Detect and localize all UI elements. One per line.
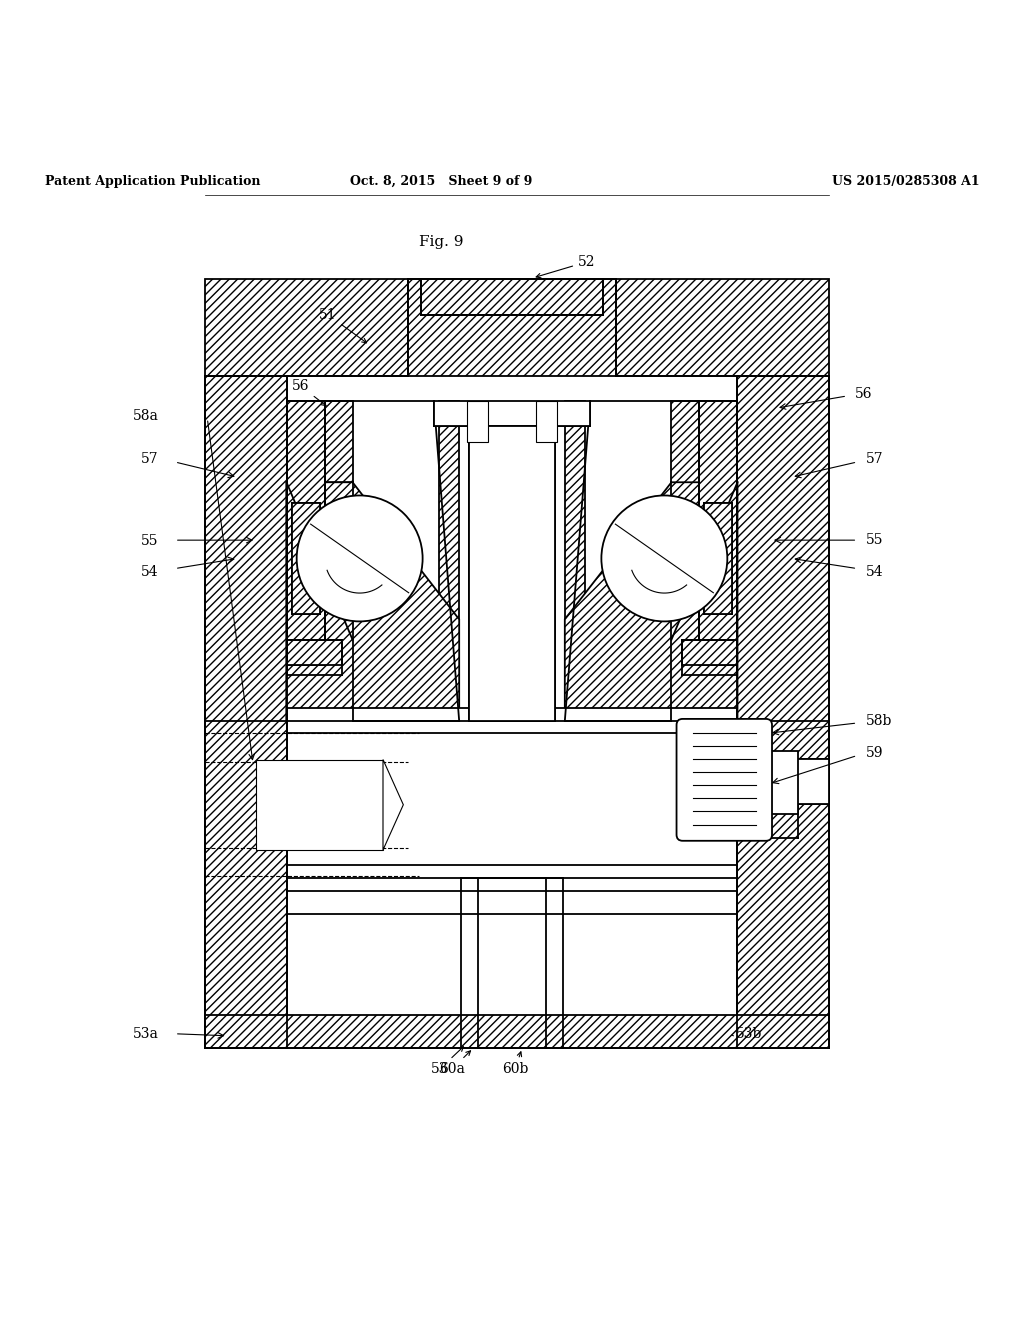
Text: US 2015/0285308 A1: US 2015/0285308 A1: [831, 174, 979, 187]
Text: 57: 57: [865, 451, 883, 466]
Text: 53a: 53a: [133, 1027, 159, 1040]
Text: Oct. 8, 2015   Sheet 9 of 9: Oct. 8, 2015 Sheet 9 of 9: [350, 174, 532, 187]
Bar: [409, 279, 615, 376]
Bar: [205, 279, 409, 376]
Text: 54: 54: [141, 565, 159, 578]
Bar: [737, 721, 828, 1048]
Bar: [682, 640, 737, 665]
Text: 56: 56: [292, 379, 326, 405]
FancyBboxPatch shape: [677, 719, 772, 841]
Bar: [205, 376, 287, 1048]
Bar: [439, 401, 459, 619]
Bar: [287, 401, 325, 665]
Text: Patent Application Publication: Patent Application Publication: [45, 174, 260, 187]
Text: 55: 55: [141, 535, 159, 548]
Circle shape: [297, 495, 423, 622]
Bar: [287, 640, 342, 665]
Polygon shape: [287, 482, 439, 721]
Text: 58b: 58b: [865, 714, 892, 727]
Text: 60b: 60b: [502, 1052, 528, 1076]
Bar: [205, 721, 287, 1048]
Text: Fig. 9: Fig. 9: [419, 235, 463, 248]
Bar: [537, 401, 557, 442]
Bar: [256, 759, 383, 850]
Text: 56: 56: [855, 387, 872, 401]
Polygon shape: [383, 759, 403, 850]
Text: 60a: 60a: [439, 1051, 471, 1076]
Bar: [287, 401, 737, 721]
Bar: [565, 401, 585, 619]
Text: 58a: 58a: [133, 409, 159, 424]
Bar: [699, 401, 737, 665]
Polygon shape: [565, 482, 737, 721]
Polygon shape: [287, 482, 459, 721]
Text: 52: 52: [537, 255, 596, 277]
Bar: [703, 503, 732, 614]
Bar: [469, 426, 555, 721]
Circle shape: [601, 495, 727, 622]
Text: 54: 54: [865, 565, 883, 578]
Bar: [615, 279, 828, 376]
Bar: [735, 751, 799, 814]
Bar: [421, 279, 603, 314]
Bar: [467, 401, 487, 442]
Bar: [672, 401, 737, 721]
Bar: [292, 503, 321, 614]
Bar: [735, 759, 828, 804]
Text: 51: 51: [319, 308, 367, 343]
Bar: [434, 401, 590, 426]
Text: 53: 53: [431, 1047, 464, 1076]
Text: 55: 55: [865, 533, 883, 548]
Bar: [287, 865, 737, 891]
Bar: [205, 1015, 828, 1048]
Text: 57: 57: [141, 451, 159, 466]
Bar: [287, 708, 737, 733]
Text: 53b: 53b: [735, 1027, 762, 1040]
Bar: [287, 401, 352, 721]
Bar: [737, 376, 828, 1048]
Text: 59: 59: [865, 746, 883, 760]
Bar: [205, 173, 828, 1048]
